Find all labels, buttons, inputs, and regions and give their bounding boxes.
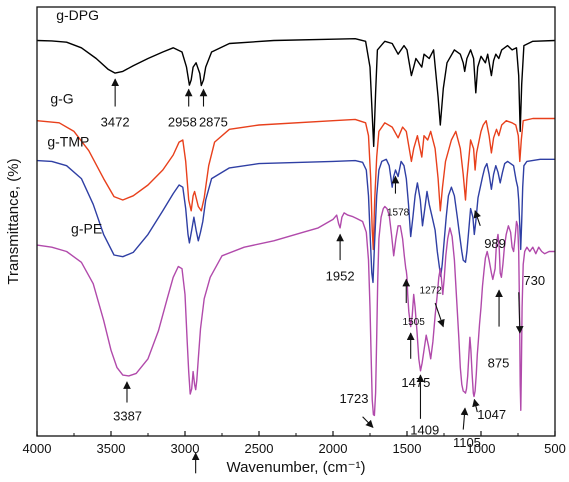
series-label-g-g: g-G <box>50 91 73 107</box>
y-axis-title: Transmittance, (%) <box>5 158 22 284</box>
series-line-g-pe <box>36 205 555 417</box>
peak-label-1578: 1578 <box>387 208 410 219</box>
x-tick-label-2500: 2500 <box>245 441 274 456</box>
x-tick-label-500: 500 <box>544 441 566 456</box>
peak-label-3472: 3472 <box>101 114 130 129</box>
peak-label-2958: 2958 <box>168 114 197 129</box>
x-axis: 4000 3500 3000 2500 2000 1500 1000 500 <box>23 431 566 456</box>
peak-arrow-989 <box>473 210 481 226</box>
peak-label-1475: 1475 <box>401 375 430 390</box>
series-label-g-pe: g-PE <box>71 221 102 237</box>
series-line-g-g <box>36 117 555 251</box>
x-tick-label-4000: 4000 <box>23 441 52 456</box>
series-label-g-tmp: g-TMP <box>47 133 89 149</box>
peak-arrow-1047 <box>472 398 480 413</box>
x-tick-label-2000: 2000 <box>319 441 348 456</box>
peak-label-1105: 1105 <box>453 435 481 450</box>
peak-arrow-730 <box>515 292 524 334</box>
peak-arrow-1723 <box>362 416 374 428</box>
x-tick-label-1500: 1500 <box>393 441 422 456</box>
series-line-g-dpg <box>36 38 556 148</box>
peak-label-875: 875 <box>488 355 510 370</box>
x-tick-label-1000: 1000 <box>467 441 496 456</box>
peak-label-1272: 1272 <box>420 286 443 297</box>
series-label-g-dpg: g-DPG <box>56 7 99 23</box>
peak-label-3387: 3387 <box>113 409 142 424</box>
peak-label-2875: 2875 <box>199 114 228 129</box>
series-line-g-tmp <box>36 158 555 284</box>
series-labels: g-DPG g-G g-TMP g-PE <box>47 7 102 237</box>
peak-label-1047: 1047 <box>477 407 506 422</box>
peak-label-1723: 1723 <box>340 391 369 406</box>
peak-arrow-1105 <box>460 407 469 430</box>
peak-label-989: 989 <box>484 236 506 251</box>
peak-label-1505: 1505 <box>403 317 426 328</box>
x-axis-title: Wavenumber, (cm⁻¹) <box>226 459 365 476</box>
peak-label-1952: 1952 <box>326 269 355 284</box>
x-tick-label-3500: 3500 <box>97 441 126 456</box>
peak-annotations: 3472295828753387293119521578150512729897… <box>101 78 545 474</box>
peak-label-730: 730 <box>523 273 545 288</box>
spectra-lines <box>36 38 556 417</box>
peak-arrow-1272 <box>434 302 445 328</box>
x-tick-label-3000: 3000 <box>171 441 200 456</box>
peak-label-1409: 1409 <box>410 422 439 437</box>
